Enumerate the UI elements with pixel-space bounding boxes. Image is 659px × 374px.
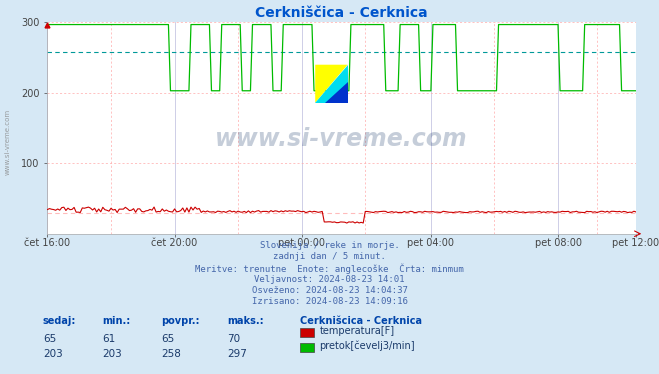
Text: 203: 203 <box>43 349 63 359</box>
Polygon shape <box>315 65 347 103</box>
Text: maks.:: maks.: <box>227 316 264 326</box>
Text: 258: 258 <box>161 349 181 359</box>
Text: 61: 61 <box>102 334 115 344</box>
Text: Cerknišcica - Cerknica: Cerknišcica - Cerknica <box>300 316 422 326</box>
Text: Slovenija / reke in morje.: Slovenija / reke in morje. <box>260 241 399 250</box>
Text: www.si-vreme.com: www.si-vreme.com <box>5 109 11 175</box>
Text: zadnji dan / 5 minut.: zadnji dan / 5 minut. <box>273 252 386 261</box>
Text: Veljavnost: 2024-08-23 14:01: Veljavnost: 2024-08-23 14:01 <box>254 275 405 284</box>
Text: Meritve: trenutne  Enote: angleсoške  Črta: minmum: Meritve: trenutne Enote: angleсoške Črta… <box>195 264 464 274</box>
Text: min.:: min.: <box>102 316 130 326</box>
Text: pretok[čevelj3/min]: pretok[čevelj3/min] <box>320 340 415 351</box>
Polygon shape <box>315 65 347 103</box>
Text: 65: 65 <box>161 334 175 344</box>
Text: 65: 65 <box>43 334 56 344</box>
Text: www.si-vreme.com: www.si-vreme.com <box>215 127 468 151</box>
Text: povpr.:: povpr.: <box>161 316 200 326</box>
Text: sedaj:: sedaj: <box>43 316 76 326</box>
Title: Cerkniščica - Cerknica: Cerkniščica - Cerknica <box>256 6 428 20</box>
Text: Izrisano: 2024-08-23 14:09:16: Izrisano: 2024-08-23 14:09:16 <box>252 297 407 306</box>
Text: 297: 297 <box>227 349 247 359</box>
Polygon shape <box>325 82 347 103</box>
Text: Osveženo: 2024-08-23 14:04:37: Osveženo: 2024-08-23 14:04:37 <box>252 286 407 295</box>
Text: 70: 70 <box>227 334 241 344</box>
Text: 203: 203 <box>102 349 122 359</box>
Text: temperatura[F]: temperatura[F] <box>320 326 395 335</box>
